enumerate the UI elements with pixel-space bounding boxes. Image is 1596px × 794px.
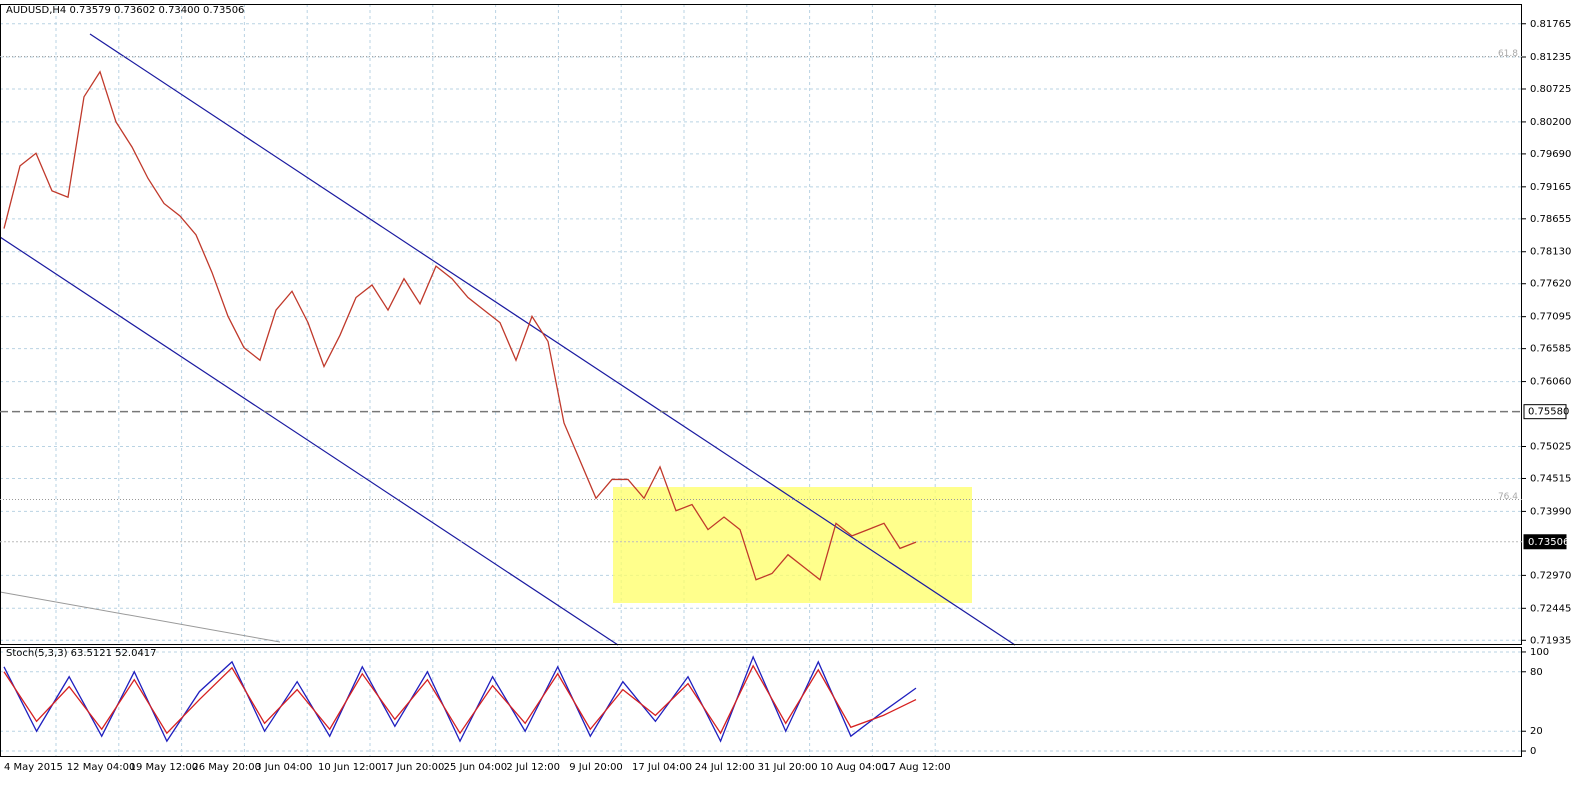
x-tick-label: 31 Jul 20:00 xyxy=(758,762,818,773)
channel-upper xyxy=(89,33,1016,646)
y-tick-label: 80 xyxy=(1530,667,1543,678)
x-tick-label: 25 Jun 04:00 xyxy=(444,762,508,773)
y-tick-label: 0.81765 xyxy=(1530,19,1571,30)
x-tick-label: 2 Jul 12:00 xyxy=(506,762,560,773)
y-tick-label: 0.72445 xyxy=(1530,603,1571,614)
x-tick-label: 17 Jun 20:00 xyxy=(381,762,445,773)
x-tick-label: 10 Aug 04:00 xyxy=(820,762,887,773)
y-tick-label: 0.76060 xyxy=(1530,377,1571,388)
x-tick-label: 17 Aug 12:00 xyxy=(883,762,950,773)
y-tick-label: 0.75025 xyxy=(1530,441,1571,452)
price-line-series xyxy=(3,70,917,581)
y-tick-label: 0.71935 xyxy=(1530,635,1571,646)
price-tag xyxy=(1523,534,1567,550)
x-tick-label: 4 May 2015 xyxy=(4,762,63,773)
y-tick-label: 0.77095 xyxy=(1530,312,1571,323)
y-tick-label: 0.78655 xyxy=(1530,214,1571,225)
y-tick-label: 0.79165 xyxy=(1530,182,1571,193)
y-tick-label: 0.80200 xyxy=(1530,117,1571,128)
y-tick-label: 0.72970 xyxy=(1530,570,1571,581)
fib-label: 61.8 xyxy=(1498,49,1518,59)
y-tick-label: 0.73990 xyxy=(1530,506,1571,517)
x-tick-label: 9 Jul 20:00 xyxy=(569,762,623,773)
y-tick-label: 0.74515 xyxy=(1530,473,1571,484)
y-tick-label: 0.81235 xyxy=(1530,52,1571,63)
x-tick-label: 10 Jun 12:00 xyxy=(318,762,382,773)
price-tag-label: 0.75580 xyxy=(1528,407,1569,418)
panel-frame xyxy=(0,647,1522,757)
x-tick-label: 3 Jun 04:00 xyxy=(255,762,312,773)
y-tick-label: 0.77620 xyxy=(1530,279,1571,290)
fib-label: 76.4 xyxy=(1498,492,1518,502)
stoch-title: Stoch(5,3,3) 63.5121 52.0417 xyxy=(6,648,157,659)
panel-frame xyxy=(0,4,1522,645)
trend-line xyxy=(0,591,281,643)
y-tick-label: 0 xyxy=(1530,746,1536,757)
indicator-line xyxy=(3,664,917,735)
y-tick-label: 0.79690 xyxy=(1530,149,1571,160)
range-box xyxy=(613,487,972,603)
y-tick-label: 100 xyxy=(1530,647,1549,658)
channel-lower xyxy=(0,236,619,646)
x-tick-label: 12 May 04:00 xyxy=(67,762,136,773)
y-tick-label: 0.80725 xyxy=(1530,84,1571,95)
y-tick-label: 0.76585 xyxy=(1530,344,1571,355)
price-tag-label: 0.73506 xyxy=(1528,537,1569,548)
x-tick-label: 19 May 12:00 xyxy=(130,762,199,773)
symbol-header: AUDUSD,H4 0.73579 0.73602 0.73400 0.7350… xyxy=(6,5,244,16)
indicator-line xyxy=(3,655,917,743)
y-tick-label: 20 xyxy=(1530,726,1543,737)
price-tag xyxy=(1523,404,1567,420)
x-tick-label: 17 Jul 04:00 xyxy=(632,762,692,773)
x-tick-label: 24 Jul 12:00 xyxy=(695,762,755,773)
x-tick-label: 26 May 20:00 xyxy=(192,762,261,773)
y-tick-label: 0.78130 xyxy=(1530,247,1571,258)
